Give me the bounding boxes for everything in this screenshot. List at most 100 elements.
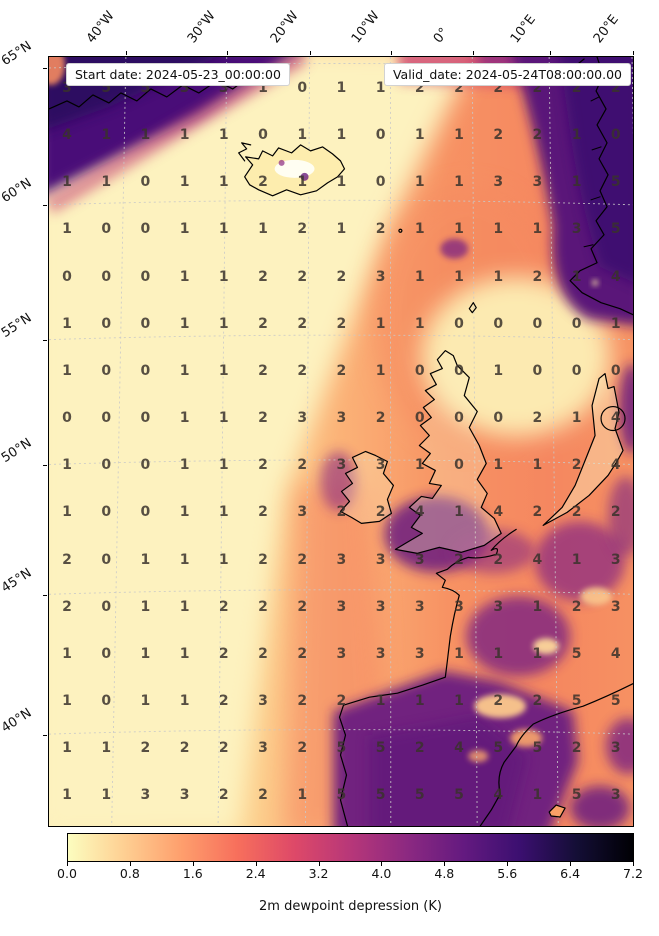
y-tick-mark bbox=[43, 68, 47, 69]
grid-value: 5 bbox=[336, 740, 347, 757]
grid-value: 2 bbox=[571, 504, 582, 521]
grid-value: 2 bbox=[297, 598, 308, 615]
grid-value: 1 bbox=[532, 598, 543, 615]
x-tick-label: 0° bbox=[430, 25, 452, 47]
grid-value: 3 bbox=[336, 551, 347, 568]
colorbar-tick-mark bbox=[67, 862, 68, 866]
grid-value: 0 bbox=[454, 410, 464, 427]
parallel-line bbox=[49, 334, 633, 341]
parallel-line bbox=[49, 199, 633, 206]
grid-value: 1 bbox=[414, 457, 425, 474]
grid-value: 2 bbox=[336, 362, 347, 379]
grid-value: 1 bbox=[532, 645, 543, 662]
grid-value: 2 bbox=[297, 362, 308, 379]
colorbar-tick-label: 4.0 bbox=[371, 866, 392, 881]
grid-value: 3 bbox=[375, 551, 386, 568]
grid-value: 2 bbox=[297, 551, 308, 568]
france-iberia-atlantic-coastline bbox=[338, 528, 517, 826]
grid-value: 3 bbox=[336, 645, 347, 662]
grid-value: 2 bbox=[493, 80, 504, 96]
grid-value: 1 bbox=[571, 268, 582, 285]
y-tick-mark bbox=[43, 340, 47, 341]
med-purple-2 bbox=[570, 786, 630, 826]
grid-value: 3 bbox=[297, 504, 308, 521]
grid-value: 3 bbox=[179, 80, 190, 96]
x-tick-label: 10°W bbox=[348, 8, 383, 47]
grid-value: 0 bbox=[101, 692, 112, 709]
grid-value: 2 bbox=[258, 457, 268, 474]
grid-value: 5 bbox=[532, 740, 543, 757]
colorbar-tick-label: 4.8 bbox=[434, 866, 455, 881]
grid-value: 2 bbox=[493, 127, 504, 144]
grid-value: 0 bbox=[101, 315, 112, 332]
grid-value: 0 bbox=[140, 174, 151, 191]
grid-value: 2 bbox=[336, 315, 347, 332]
grid-value: 1 bbox=[297, 174, 308, 191]
grid-value: 2 bbox=[297, 315, 308, 332]
grid-value: 2 bbox=[258, 174, 268, 191]
grid-value: 2 bbox=[258, 551, 268, 568]
grid-value: 1 bbox=[414, 692, 425, 709]
grid-value: 1 bbox=[179, 268, 190, 285]
x-tick-label: 30°W bbox=[184, 8, 219, 47]
iberia-dark-core bbox=[368, 716, 529, 826]
grid-value: 2 bbox=[532, 410, 543, 427]
grid-value: 0 bbox=[101, 504, 112, 521]
grid-value: 1 bbox=[62, 362, 72, 379]
grid-value: 2 bbox=[610, 504, 621, 521]
grid-value: 1 bbox=[101, 127, 112, 144]
spain-bright-patch-1 bbox=[474, 694, 527, 719]
grid-value: 0 bbox=[454, 457, 464, 474]
jutland-fjord-ring bbox=[600, 405, 626, 432]
germany-purple bbox=[535, 521, 626, 602]
grid-value: 2 bbox=[336, 692, 347, 709]
grid-value: 3 bbox=[454, 598, 464, 615]
grid-value: 3 bbox=[610, 551, 621, 568]
grid-value: 0 bbox=[101, 598, 112, 615]
grid-value: 0 bbox=[414, 410, 425, 427]
grid-value: 2 bbox=[297, 221, 308, 238]
grid-value: 0 bbox=[140, 457, 151, 474]
grid-value: 1 bbox=[375, 692, 386, 709]
grid-value: 4 bbox=[493, 787, 504, 804]
grid-value: 1 bbox=[218, 221, 229, 238]
grid-value: 2 bbox=[414, 80, 425, 96]
grid-value: 0 bbox=[571, 315, 582, 332]
grid-value: 0 bbox=[62, 410, 72, 427]
y-tick-label: 45°N bbox=[0, 565, 35, 596]
grid-value: 1 bbox=[140, 551, 151, 568]
grid-value: 2 bbox=[258, 598, 268, 615]
grid-value: 1 bbox=[218, 410, 229, 427]
grid-value: 5 bbox=[375, 787, 386, 804]
colorbar-tick-label: 6.4 bbox=[560, 866, 581, 881]
grid-value: 5 bbox=[414, 787, 425, 804]
grid-value: 3 bbox=[336, 457, 347, 474]
grid-value: 1 bbox=[571, 410, 582, 427]
grid-value: 2 bbox=[532, 692, 543, 709]
corner-warm-spot bbox=[49, 57, 65, 85]
grid-value: 1 bbox=[179, 551, 190, 568]
grid-value: 5 bbox=[493, 740, 504, 757]
grid-value: 3 bbox=[610, 740, 621, 757]
grid-value: 3 bbox=[493, 598, 504, 615]
grid-value: 2 bbox=[258, 268, 268, 285]
faroe-islands bbox=[398, 228, 403, 233]
grid-value: 2 bbox=[375, 504, 386, 521]
grid-value: 2 bbox=[610, 80, 621, 96]
x-tick-mark bbox=[391, 51, 392, 55]
grid-value: 2 bbox=[571, 457, 582, 474]
start-date-annotation: Start date: 2024-05-23_00:00:00 bbox=[66, 63, 290, 86]
grid-value: 2 bbox=[532, 268, 543, 285]
norway-bright-spot bbox=[592, 279, 599, 286]
grid-value: 0 bbox=[62, 268, 72, 285]
grid-value: 1 bbox=[179, 645, 190, 662]
grid-value: 0 bbox=[571, 362, 582, 379]
grid-value: 2 bbox=[493, 692, 504, 709]
france-purple bbox=[466, 596, 571, 677]
x-tick-label: 20°E bbox=[590, 12, 622, 47]
grid-value: 0 bbox=[101, 551, 112, 568]
grid-value: 5 bbox=[336, 787, 347, 804]
grid-value: 1 bbox=[218, 174, 229, 191]
grid-value: 0 bbox=[375, 127, 386, 144]
